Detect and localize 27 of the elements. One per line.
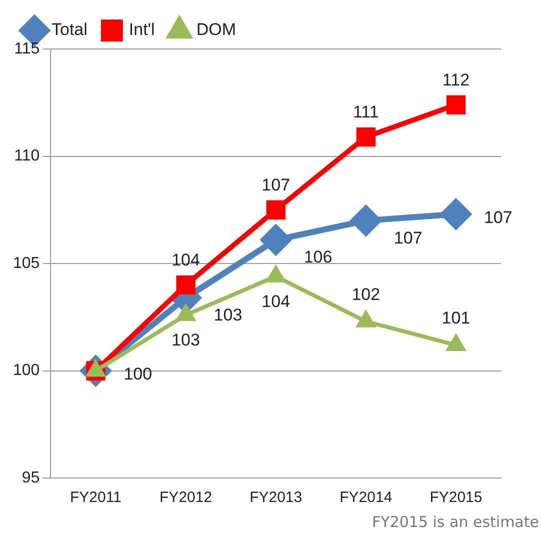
- y-tick-label: 105: [12, 254, 40, 272]
- legend-label: DOM: [196, 20, 236, 40]
- data-label: 102: [352, 285, 380, 304]
- legend-label: Total: [52, 20, 88, 40]
- x-tick-label: FY2013: [250, 489, 302, 506]
- data-label: 112: [442, 70, 470, 90]
- data-label: 103: [172, 330, 200, 350]
- data-label: 107: [262, 176, 290, 195]
- data-label: 104: [172, 250, 200, 270]
- data-label: 107: [484, 208, 512, 227]
- y-tick-label: 115: [14, 40, 40, 58]
- x-tick-label: FY2014: [340, 489, 392, 506]
- y-tick-label: 95: [22, 469, 40, 486]
- text: FY2015 is an estimate: [372, 513, 539, 531]
- data-label: 106: [304, 248, 332, 267]
- data-label: 103: [214, 306, 242, 325]
- data-label: 111: [352, 102, 379, 122]
- data-label: 104: [262, 292, 290, 312]
- x-tick-label: FY2015: [430, 489, 482, 506]
- data-label: 101: [442, 308, 470, 328]
- legend-label: Int'l: [128, 20, 155, 40]
- y-tick-label: 100: [12, 362, 40, 380]
- y-tick-label: 110: [14, 148, 40, 165]
- x-tick-label: FY2011: [70, 489, 122, 506]
- data-label: 107: [394, 228, 422, 248]
- x-tick-label: FY2012: [160, 489, 212, 506]
- data-label: 100: [124, 364, 152, 384]
